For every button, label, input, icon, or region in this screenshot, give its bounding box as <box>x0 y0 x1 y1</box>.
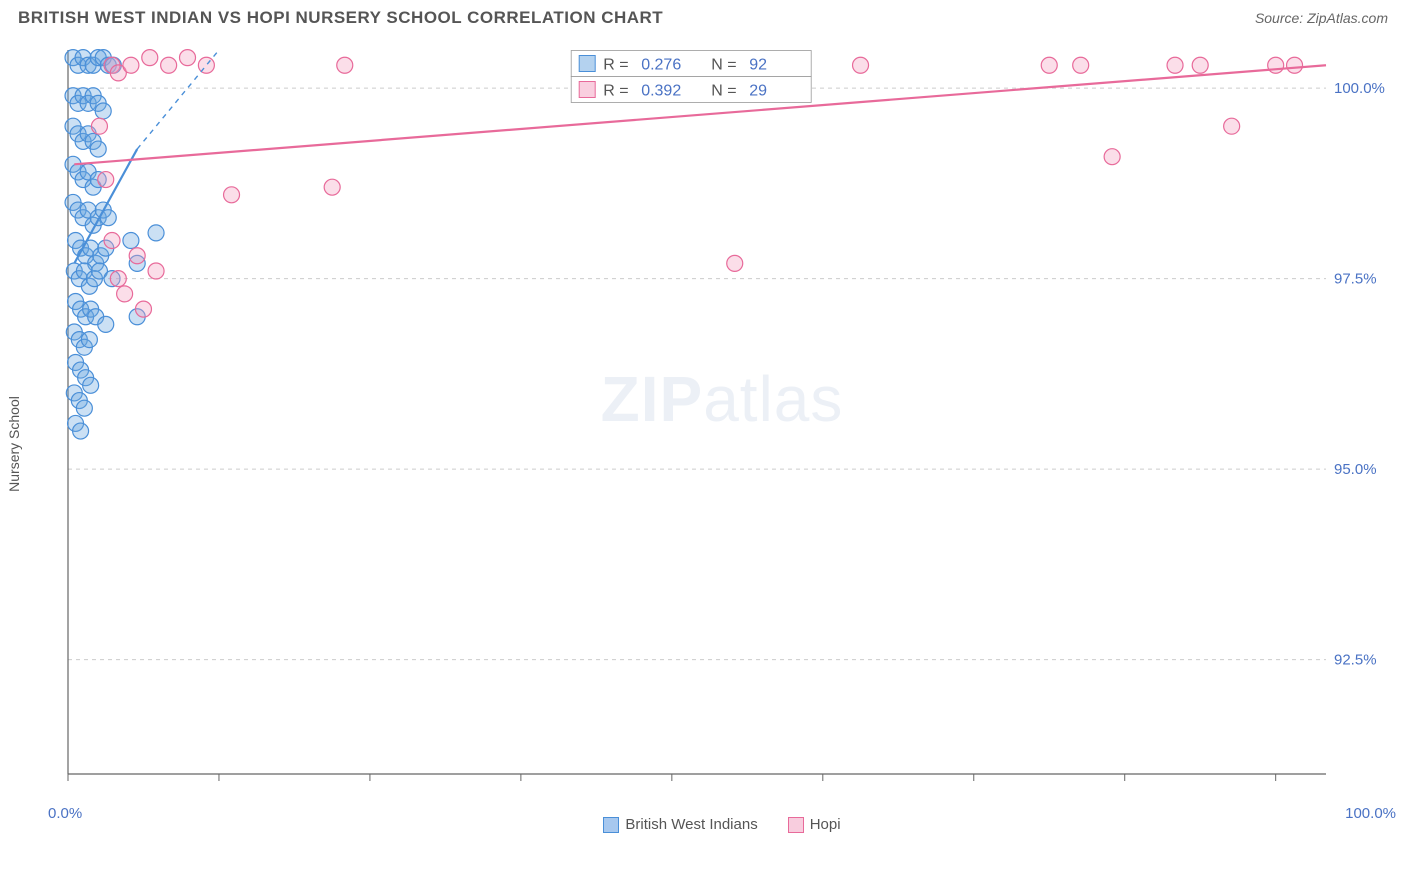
scatter-plot: 92.5% 95.0% 97.5% 100.0% R = 0.276 N = 92 R = 0.3… <box>48 44 1396 784</box>
svg-text:100.0%: 100.0% <box>1334 80 1385 97</box>
svg-text:29: 29 <box>749 83 767 100</box>
svg-text:0.276: 0.276 <box>641 57 681 74</box>
legend-item: Hopi <box>788 816 841 833</box>
legend-label: Hopi <box>810 816 841 833</box>
legend-label: British West Indians <box>625 816 757 833</box>
bottom-legend: British West Indians Hopi <box>48 794 1396 844</box>
svg-text:0.392: 0.392 <box>641 83 681 100</box>
svg-text:95.0%: 95.0% <box>1334 461 1377 478</box>
svg-text:97.5%: 97.5% <box>1334 271 1377 288</box>
svg-text:N =: N = <box>711 57 736 74</box>
svg-text:R =: R = <box>603 83 628 100</box>
legend-swatch <box>788 817 804 833</box>
y-axis-label: Nursery School <box>6 396 22 492</box>
svg-text:R =: R = <box>603 57 628 74</box>
svg-text:N =: N = <box>711 83 736 100</box>
svg-text:92: 92 <box>749 57 767 74</box>
legend-item: British West Indians <box>603 816 757 833</box>
legend-swatch <box>603 817 619 833</box>
source-label: Source: ZipAtlas.com <box>1255 10 1388 26</box>
chart-title: BRITISH WEST INDIAN VS HOPI NURSERY SCHO… <box>18 8 663 28</box>
svg-text:92.5%: 92.5% <box>1334 652 1377 669</box>
